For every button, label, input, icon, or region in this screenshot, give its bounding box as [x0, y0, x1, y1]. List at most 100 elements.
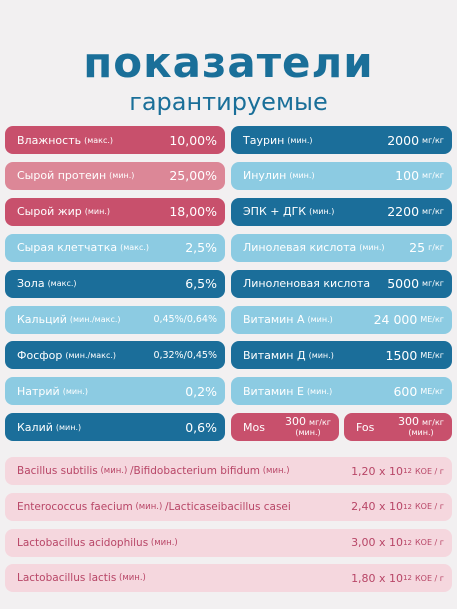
name-part: (мин.): [116, 573, 146, 584]
label: Линоленовая кислота: [243, 277, 371, 291]
qualifier: (мин.): [306, 386, 333, 396]
qualifier: (мин./макс.): [65, 350, 117, 360]
unit: КОЕ / г: [414, 573, 444, 583]
pill: Линолевая кислота (мин.) 25 г/кг: [231, 233, 452, 262]
label: Fos: [356, 420, 375, 434]
value: 5000: [387, 276, 420, 292]
value: 25,00%: [169, 168, 217, 184]
value: 0,32%/0,45%: [153, 349, 217, 361]
value-line: 300 мг/кг: [398, 414, 444, 428]
name-part: Lactobacillus lactis: [17, 572, 117, 585]
label: Инулин: [243, 169, 287, 183]
label: Влажность: [17, 133, 82, 147]
value: 2,40 x 10: [351, 500, 404, 514]
pill: Фосфор (мин./макс.) 0,32%/0,45%: [5, 341, 225, 370]
value-line: 300 мг/кг: [285, 414, 331, 428]
qualifier: (мин./макс.): [69, 315, 121, 324]
exponent: 12: [403, 467, 412, 475]
pill: Lactobacillus lactis (мин.) 1,80 x 10 12 КО…: [5, 564, 452, 593]
value: 18,00%: [169, 204, 217, 220]
value: 600: [393, 383, 418, 399]
unit: г/кг: [428, 243, 444, 253]
qualifier: (мин.): [84, 207, 111, 217]
unit: МЕ/кг: [420, 315, 444, 324]
unit: КОЕ / г: [414, 466, 444, 476]
name-part: Lactobacillus acidophilus: [17, 536, 149, 549]
value: 0,2%: [185, 383, 217, 399]
name-part: /Bifidobacterium bifidum: [130, 465, 261, 477]
pill: Сырой жир (мин.) 18,00%: [5, 197, 225, 226]
name-part: /Lacticaseibacillus casei: [164, 500, 291, 513]
unit: мг/кг: [422, 417, 444, 427]
value-box: 300 мг/кг (мин.): [285, 414, 331, 438]
qualifier: (мин.): [289, 171, 315, 181]
value: 300: [285, 414, 307, 428]
unit: мг/кг: [422, 279, 444, 289]
qualifier: (мин.): [309, 207, 335, 217]
qualifier: (мин.): [55, 422, 82, 432]
unit: мг/кг: [422, 207, 444, 217]
qualifier: (мин.): [109, 171, 135, 181]
value: 10,00%: [169, 132, 217, 148]
unit: мг/кг: [309, 417, 331, 427]
unit: КОЕ / г: [414, 538, 444, 548]
value: 1,80 x 10: [351, 571, 404, 585]
label: Сырой жир: [17, 205, 82, 219]
qualifier: (мин.): [307, 315, 333, 324]
value-box: 300 мг/кг (мин.): [398, 414, 444, 438]
qualifier: (мин.): [359, 243, 385, 253]
pill: Витамин Д (мин.) 1500 МЕ/кг: [231, 341, 452, 370]
value: 2000: [387, 132, 420, 148]
qualifier: (мин.): [287, 135, 313, 145]
qualifier: (мин.): [408, 427, 434, 437]
pill: Сырой протеин (мин.) 25,00%: [5, 161, 225, 190]
name-part: Bacillus subtilis: [17, 465, 98, 477]
pill: Кальций (мин./макс.) 0,45%/0,64%: [5, 305, 225, 334]
value: 0,6%: [185, 419, 217, 435]
label: ЭПК + ДГК: [243, 205, 307, 219]
label: Линолевая кислота: [243, 241, 357, 255]
pill: Таурин (мин.) 2000 мг/кг: [231, 126, 452, 154]
value: 25: [409, 240, 426, 256]
value: 1500: [385, 347, 418, 363]
value: 24 000: [373, 312, 418, 327]
label: Зола: [17, 277, 45, 291]
qualifier: (макс.): [47, 279, 77, 289]
pill: Натрий (мин.) 0,2%: [5, 377, 225, 406]
unit: мг/кг: [422, 135, 444, 145]
value: 300: [398, 414, 420, 428]
name-part: (мин.): [148, 537, 178, 548]
exponent: 12: [403, 538, 412, 547]
label: Сырая клетчатка: [17, 241, 118, 255]
label: Кальций: [17, 313, 67, 326]
value: 2,5%: [185, 240, 217, 256]
label: Витамин Д: [243, 348, 306, 362]
pill: Зола (макс.) 6,5%: [5, 269, 225, 298]
pill: Витамин А (мин.) 24 000 МЕ/кг: [231, 305, 452, 334]
pill: Fos 300 мг/кг (мин.): [344, 413, 452, 442]
name-part: Enterococcus faecium: [17, 500, 133, 513]
unit: КОЕ / г: [414, 502, 444, 512]
value: 2200: [387, 204, 420, 220]
pill: Bacillus subtilis (мин.) /Bifidobacteriu…: [5, 457, 452, 485]
pill: Влажность (макс.) 10,00%: [5, 126, 225, 154]
pill: Инулин (мин.) 100 мг/кг: [231, 161, 452, 190]
qualifier: (макс.): [84, 135, 114, 145]
pill: Lactobacillus acidophilus (мин.) 3,00 x 1…: [5, 528, 452, 557]
value: 1,20 x 10: [351, 464, 404, 478]
name-part: (мин.): [260, 466, 290, 476]
pill: ЭПК + ДГК (мин.) 2200 мг/кг: [231, 197, 452, 226]
subtitle: гарантируемые: [129, 88, 328, 116]
exponent: 12: [403, 574, 412, 583]
label: Витамин А: [243, 313, 305, 326]
value: 100: [395, 168, 420, 184]
label: Фосфор: [17, 348, 63, 362]
qualifier: (мин.): [295, 427, 321, 437]
unit: МЕ/кг: [420, 350, 444, 360]
value: 6,5%: [185, 276, 217, 292]
label: Витамин Е: [243, 384, 304, 398]
pill: Сырая клетчатка (макс.) 2,5%: [5, 233, 225, 262]
unit: МЕ/кг: [420, 386, 444, 396]
name-part: (мин.): [132, 501, 165, 512]
